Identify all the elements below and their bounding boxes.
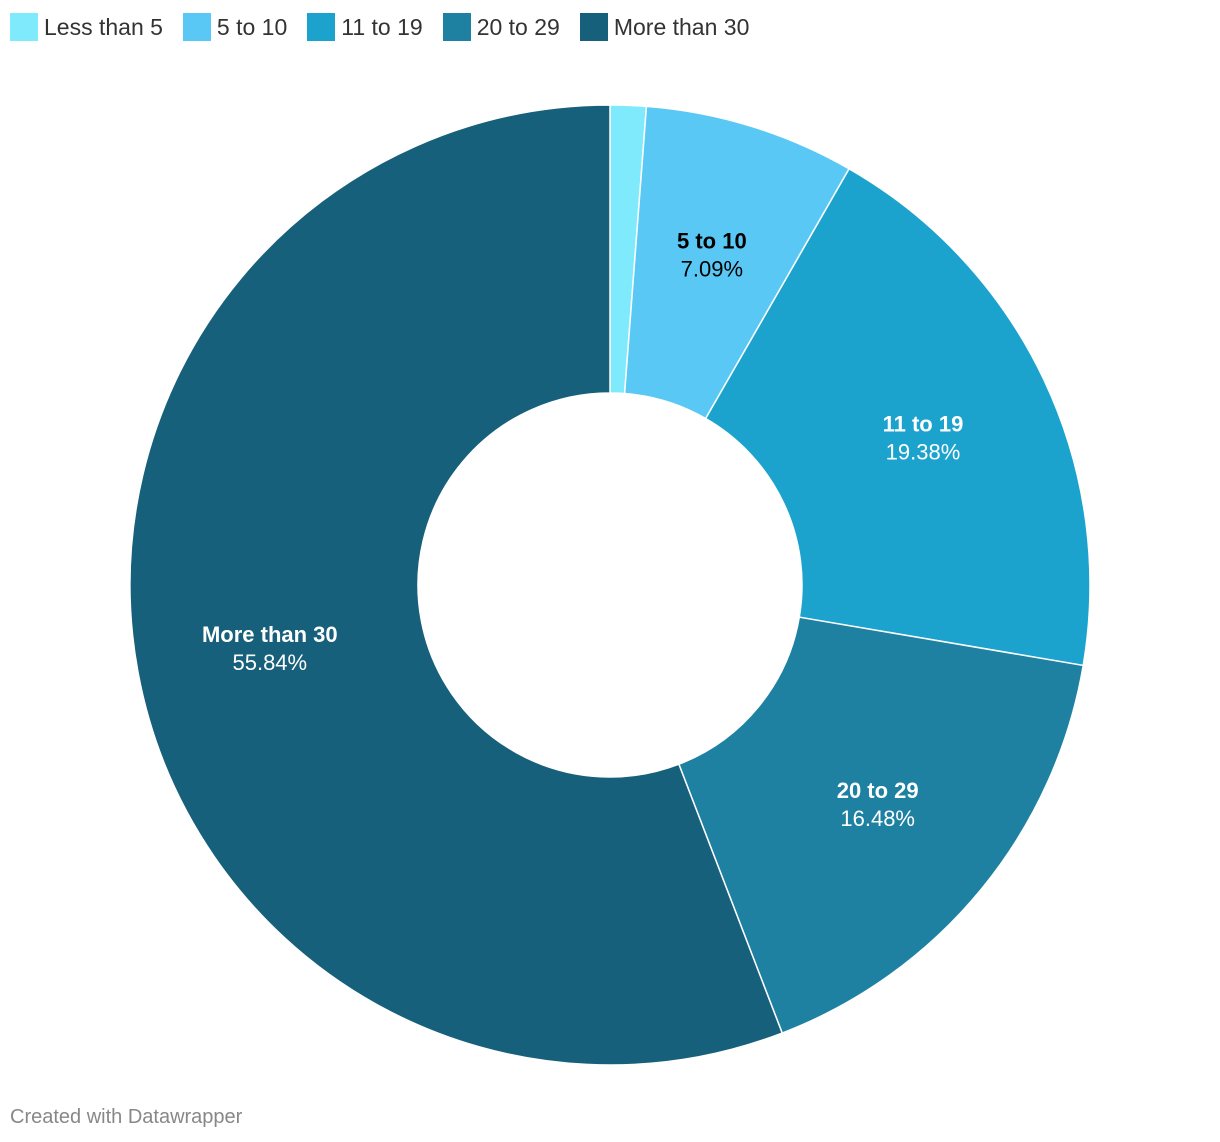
legend-item: 5 to 10 bbox=[182, 13, 288, 41]
legend-label: 11 to 19 bbox=[341, 13, 423, 40]
slice-labels-group: 5 to 10 7.09% 11 to 19 19.38% 20 to 29 16.48%… bbox=[202, 228, 963, 831]
donut-chart: 5 to 10 7.09% 11 to 19 19.38% 20 to 29 16.48%… bbox=[129, 104, 1091, 1066]
slice-more-than-30 bbox=[129, 104, 784, 1066]
slice-label-name: More than 30 bbox=[202, 622, 338, 647]
slice-label-name: 20 to 29 bbox=[837, 778, 919, 803]
legend-swatch bbox=[182, 13, 211, 41]
slice-20-to-29 bbox=[677, 616, 1085, 1035]
slice-label-name: 5 to 10 bbox=[677, 228, 747, 253]
slice-label-value: 55.84% bbox=[232, 650, 307, 675]
legend-item: 11 to 19 bbox=[307, 13, 423, 41]
legend-label: Less than 5 bbox=[44, 13, 163, 40]
legend-swatch bbox=[307, 13, 336, 41]
slice-label-name: 11 to 19 bbox=[883, 411, 964, 436]
slice-label-value: 19.38% bbox=[886, 439, 961, 464]
legend-label: More than 30 bbox=[613, 13, 750, 40]
legend-item: Less than 5 bbox=[10, 13, 163, 41]
legend-label: 20 to 29 bbox=[476, 13, 560, 40]
footer-credit: Created with Datawrapper bbox=[10, 1106, 243, 1128]
legend-swatch bbox=[10, 13, 38, 41]
legend-label: 5 to 10 bbox=[216, 13, 288, 40]
legend: Less than 5 5 to 10 11 to 19 20 to 29 More t… bbox=[10, 12, 769, 42]
slice-label-value: 7.09% bbox=[681, 256, 743, 281]
legend-item: 20 to 29 bbox=[442, 13, 560, 41]
legend-swatch bbox=[442, 13, 471, 41]
legend-swatch bbox=[579, 13, 608, 41]
slice-label-value: 16.48% bbox=[840, 806, 915, 831]
slices-group bbox=[129, 104, 1091, 1066]
legend-item: More than 30 bbox=[579, 13, 750, 41]
slice-11-to-19 bbox=[704, 167, 1091, 667]
